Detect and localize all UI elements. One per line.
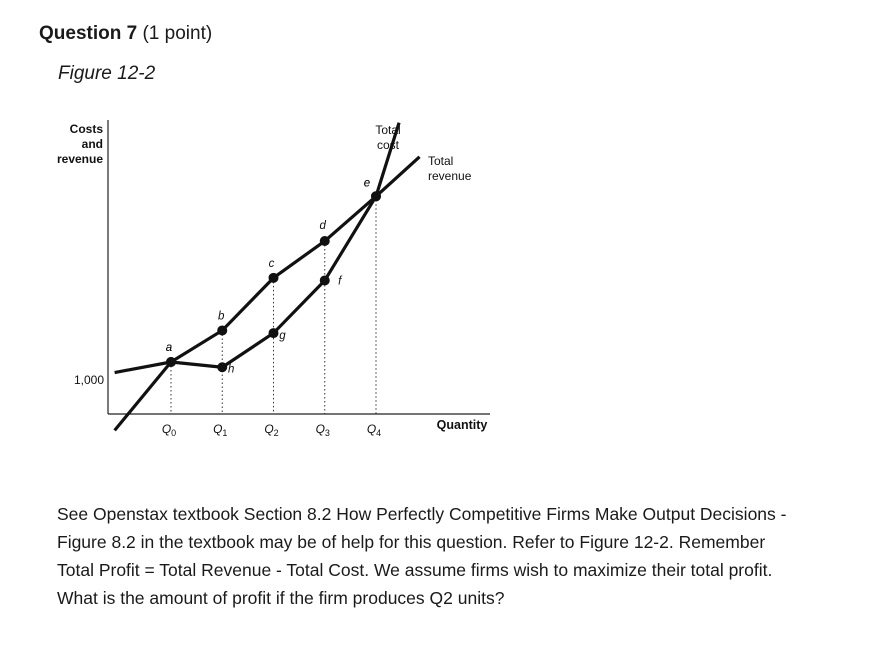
total-revenue-label: Total	[428, 154, 453, 168]
x-tick-label: Q3	[316, 422, 330, 438]
data-point-a	[166, 357, 176, 367]
data-point-label-g: g	[279, 330, 286, 342]
y-axis-label: and	[82, 137, 103, 151]
x-axis-label: Quantity	[437, 418, 488, 432]
y-axis-label: revenue	[57, 152, 103, 166]
question-prompt: See Openstax textbook Section 8.2 How Pe…	[57, 504, 787, 608]
data-point-c	[268, 272, 279, 283]
data-point-label-d: d	[320, 220, 327, 232]
data-point-h	[217, 362, 228, 373]
data-point-label-a: a	[166, 342, 172, 354]
data-point-label-c: c	[269, 258, 275, 270]
x-tick-label: Q0	[162, 422, 176, 438]
total-revenue-label: revenue	[428, 169, 472, 183]
x-tick-label: Q2	[264, 422, 278, 438]
question-points: (1 point)	[142, 23, 213, 44]
x-tick-label: Q1	[213, 422, 227, 438]
data-point-f	[319, 275, 330, 286]
data-point-e	[371, 191, 381, 202]
data-point-label-e: e	[364, 177, 370, 189]
data-point-d	[319, 236, 330, 247]
total-cost-label: Total	[375, 123, 400, 137]
y-tick-label: 1,000	[74, 373, 104, 387]
x-tick-label: Q4	[367, 422, 381, 438]
total-cost-label: cost	[377, 138, 400, 152]
data-point-b	[217, 325, 228, 336]
figure-title: Figure 12-2	[58, 63, 156, 84]
question-number: Question 7	[39, 23, 138, 44]
data-point-g	[268, 328, 279, 339]
data-point-label-h: h	[228, 363, 234, 375]
data-point-label-a: a	[166, 342, 172, 354]
total-cost-line	[114, 122, 401, 375]
data-point-label-e: e	[364, 177, 370, 189]
data-point-label-b: b	[218, 310, 225, 322]
question-title: Question 7 (1 point)	[39, 23, 212, 45]
data-point-label-f: f	[338, 275, 343, 287]
y-axis-label: Costs	[70, 122, 104, 136]
